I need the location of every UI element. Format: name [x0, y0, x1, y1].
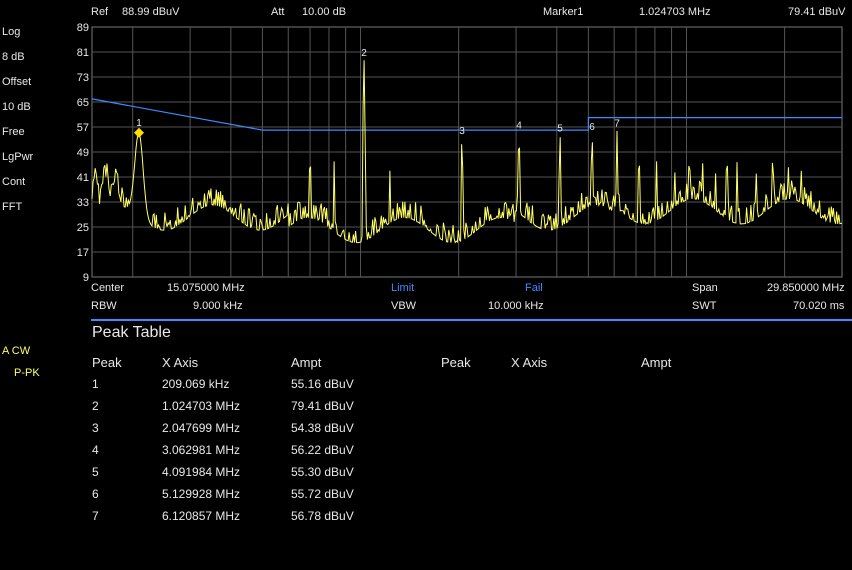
y-tick-labels: 89 81 73 65 57 49 41 33 25 17 9: [77, 22, 89, 284]
marker-label-1: 1: [136, 118, 142, 129]
swt-label: SWT: [692, 300, 717, 312]
marker-label-4: 4: [516, 120, 522, 131]
peak-row-3-x: 2.047699 MHz: [162, 421, 241, 435]
col-xaxis-header: X Axis: [162, 355, 199, 370]
grid-horizontal: [92, 51, 842, 253]
rbw-value: 9.000 kHz: [193, 300, 243, 312]
rbw-label: RBW: [91, 300, 117, 312]
marker-label-7: 7: [614, 119, 620, 130]
trace-detector: P-PK: [14, 367, 40, 379]
marker-group: 1 2 3 4 5 6 7: [134, 48, 620, 138]
divider: [91, 319, 852, 321]
swt-value: 70.020 ms: [793, 300, 845, 312]
scale-div: 8 dB: [2, 51, 25, 63]
peak-row-7-number: 7: [92, 509, 99, 523]
peak-row-3-ampt: 54.38 dBuV: [291, 421, 354, 435]
y-tick-label: 17: [77, 247, 89, 259]
vbw-label: VBW: [391, 300, 417, 312]
marker-amplitude: 79.41 dBuV: [788, 6, 846, 18]
y-tick-label: 89: [77, 22, 89, 34]
peak-row-5-number: 5: [92, 465, 99, 479]
peak-row-6-x: 5.129928 MHz: [162, 487, 241, 501]
peak-row-2-x: 1.024703 MHz: [162, 399, 241, 413]
peak-row-7-x: 6.120857 MHz: [162, 509, 241, 523]
y-tick-label: 25: [77, 222, 89, 234]
avg-type: LgPwr: [2, 151, 34, 163]
limit-line: [91, 98, 842, 131]
peak-row-1-number: 1: [92, 377, 99, 391]
peak-row-3-number: 3: [92, 421, 99, 435]
marker-label: Marker1: [543, 6, 584, 18]
span-value: 29.850000 MHz: [767, 282, 845, 294]
marker-label-5: 5: [557, 123, 563, 134]
ref-value: 88.99 dBuV: [122, 6, 180, 18]
peak-row-6-ampt: 55.72 dBuV: [291, 487, 354, 501]
peak-row-1-x: 209.069 kHz: [162, 377, 230, 391]
sweep-mode: Cont: [2, 176, 26, 188]
col-ampt-header: Ampt: [291, 355, 322, 370]
y-tick-label: 57: [77, 122, 89, 134]
scale-type: Log: [2, 26, 21, 38]
att-label: Att: [271, 6, 285, 18]
marker-label-3: 3: [459, 126, 465, 137]
span-label: Span: [692, 282, 718, 294]
peak-row-1-ampt: 55.16 dBuV: [291, 377, 354, 391]
offset-label: Offset: [2, 76, 32, 88]
center-label: Center: [91, 282, 125, 294]
y-tick-label: 33: [77, 197, 89, 209]
y-tick-label: 73: [77, 72, 89, 84]
vbw-value: 10.000 kHz: [488, 300, 544, 312]
offset-value: 10 dB: [2, 101, 31, 113]
peak-row-5-x: 4.091984 MHz: [162, 465, 241, 479]
peak-row-7-ampt: 56.78 dBuV: [291, 509, 354, 523]
peak-row-4-ampt: 56.22 dBuV: [291, 443, 354, 457]
y-tick-label: 41: [77, 172, 89, 184]
y-tick-label: 49: [77, 147, 89, 159]
y-tick-label: 65: [77, 97, 89, 109]
peak-row-6-number: 6: [92, 487, 99, 501]
peak-row-5-ampt: 55.30 dBuV: [291, 465, 354, 479]
att-value: 10.00 dB: [302, 6, 347, 18]
trace-mode: A CW: [2, 345, 31, 357]
active-marker-diamond: [134, 127, 145, 138]
sweep-type: FFT: [2, 201, 23, 213]
ref-label: Ref: [91, 6, 109, 18]
center-value: 15.075000 MHz: [167, 282, 245, 294]
peak-row-4-x: 3.062981 MHz: [162, 443, 241, 457]
col-peak-header: Peak: [92, 355, 122, 370]
peak-row-4-number: 4: [92, 443, 99, 457]
col-ampt-header-2: Ampt: [641, 355, 672, 370]
y-tick-label: 81: [77, 47, 89, 59]
col-peak-header-2: Peak: [441, 355, 471, 370]
marker-label-6: 6: [589, 122, 595, 133]
spectrum-plot: 89 81 73 65 57 49 41 33 25 17 9 1 2 3 4 5 6 7: [77, 22, 843, 284]
marker-label-2: 2: [361, 48, 367, 59]
peak-row-2-number: 2: [92, 399, 99, 413]
limit-status-label: Limit: [391, 282, 415, 294]
peak-table-title: Peak Table: [92, 324, 171, 341]
peak-row-2-ampt: 79.41 dBuV: [291, 399, 354, 413]
fail-status-label: Fail: [525, 282, 543, 294]
marker-frequency: 1.024703 MHz: [639, 6, 711, 18]
col-xaxis-header-2: X Axis: [511, 355, 548, 370]
y-tick-label: 9: [83, 272, 89, 284]
trigger-mode: Free: [2, 126, 25, 138]
spectrum-trace: [91, 60, 843, 244]
